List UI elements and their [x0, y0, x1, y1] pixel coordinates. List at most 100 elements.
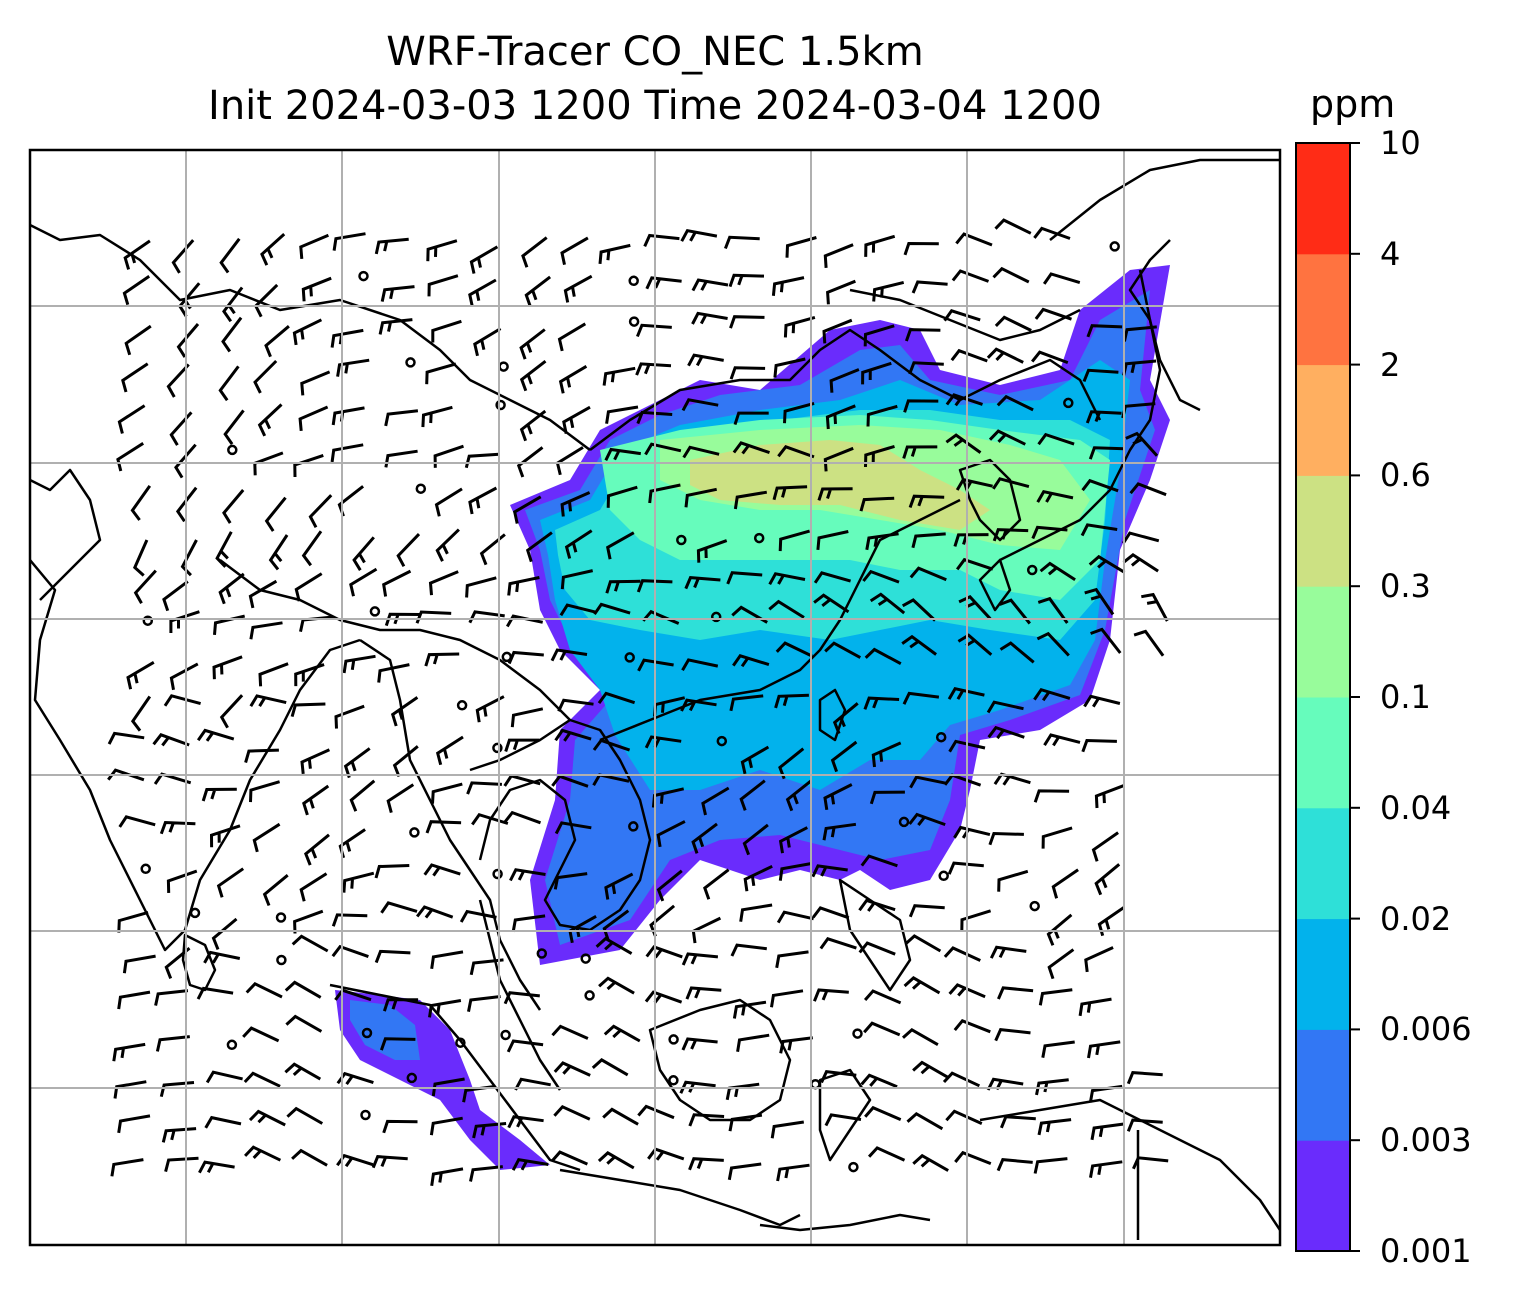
calm-wind-circle: [406, 1072, 418, 1084]
wind-barb: [606, 485, 638, 508]
wind-barb: [701, 786, 730, 816]
calm-wind-circle: [753, 532, 765, 544]
wind-barb: [997, 986, 1034, 1000]
wind-barb: [869, 790, 905, 805]
wind-barb: [435, 528, 460, 562]
wind-barb: [696, 539, 728, 563]
wind-barb: [284, 980, 322, 999]
wind-barb: [1033, 789, 1070, 803]
coast-srilanka: [181, 933, 217, 992]
wind-barb: [593, 602, 631, 616]
wind-barb: [771, 276, 805, 296]
wind-barb: [1033, 1157, 1068, 1174]
wind-barb: [301, 530, 323, 567]
wind-barb: [421, 405, 453, 428]
wind-barb: [166, 363, 190, 398]
wind-barb: [775, 641, 813, 658]
wind-barb: [1094, 783, 1126, 809]
wind-barb: [1078, 997, 1112, 1017]
wind-barb: [1034, 307, 1072, 321]
wind-barb: [253, 451, 284, 476]
colorbar-segment: [1296, 697, 1350, 809]
wind-barb: [423, 863, 461, 877]
wind-barb: [159, 1081, 195, 1098]
wind-barb: [948, 739, 986, 753]
wind-barb: [113, 1080, 147, 1099]
wind-barb: [813, 988, 849, 1002]
wind-barb: [945, 393, 983, 407]
colorbar: [1295, 142, 1360, 1252]
wind-barb: [428, 999, 462, 1018]
wind-barb: [742, 823, 769, 856]
wind-barb: [733, 490, 768, 510]
wind-barb: [863, 989, 902, 1005]
wind-barb: [989, 945, 1027, 959]
wind-barb: [1083, 694, 1121, 708]
calm-wind-circle: [456, 700, 468, 711]
wind-barb: [218, 365, 240, 402]
wind-barb: [903, 241, 939, 256]
wind-barb: [816, 530, 849, 551]
wind-barb: [332, 232, 366, 251]
calm-wind-circle: [360, 1109, 371, 1121]
colorbar-tick-label: 0.001: [1380, 1232, 1472, 1270]
wind-barb: [740, 745, 770, 775]
wind-barb: [906, 1111, 944, 1131]
wind-barb: [684, 576, 721, 590]
map-title-line1: WRF-Tracer CO_NEC 1.5km: [386, 29, 924, 75]
wind-barb: [1043, 733, 1081, 747]
wind-barb: [117, 1114, 151, 1134]
wind-barb: [858, 898, 896, 912]
wind-barb: [510, 707, 544, 728]
wind-barb: [553, 872, 588, 890]
wind-barb: [1087, 1040, 1121, 1059]
wind-barb: [330, 328, 364, 348]
wind-barb: [503, 774, 541, 787]
wind-barb: [903, 399, 939, 413]
wind-barb: [768, 572, 806, 586]
wind-barb: [519, 360, 547, 392]
wind-barb: [1084, 587, 1115, 616]
wind-barb: [249, 694, 287, 707]
wind-barb: [644, 442, 682, 456]
wind-barb: [986, 700, 1024, 714]
wind-barb: [264, 496, 287, 532]
wind-barb: [644, 990, 683, 1004]
coast-sulawesi: [818, 1068, 872, 1162]
wind-barb: [826, 279, 856, 305]
wind-barb: [559, 603, 597, 617]
wind-barb: [605, 579, 641, 594]
wind-barb: [203, 950, 241, 964]
wind-barb: [730, 943, 767, 957]
wind-barb: [948, 983, 986, 999]
wind-barb: [955, 232, 993, 247]
coast-timor: [759, 1213, 931, 1232]
wind-barb: [292, 318, 323, 346]
wind-barb: [154, 989, 189, 1006]
wind-barb: [291, 934, 329, 953]
wind-barb: [953, 825, 991, 839]
wind-barb: [691, 311, 728, 325]
wind-barb: [603, 1024, 641, 1043]
wind-barb: [592, 738, 631, 752]
wind-barb: [479, 533, 506, 566]
colorbar-unit: ppm: [1310, 82, 1396, 126]
calm-wind-circle: [584, 990, 595, 1001]
wind-barb: [824, 641, 862, 659]
wind-barb: [249, 621, 283, 640]
wind-barb: [244, 748, 279, 764]
wind-barb: [1039, 561, 1076, 582]
wind-barb: [988, 831, 1024, 846]
wind-barb: [688, 1113, 725, 1127]
calm-wind-circle: [500, 1029, 511, 1041]
wind-barb: [258, 662, 289, 687]
wind-barb: [1081, 478, 1119, 493]
wind-barb: [384, 409, 419, 427]
wind-barb: [636, 323, 672, 338]
wind-barb: [999, 641, 1035, 664]
wind-barb: [371, 1155, 408, 1169]
wind-barb: [431, 319, 462, 343]
wind-barb: [681, 398, 719, 412]
colorbar-segment: [1296, 1140, 1350, 1252]
wind-barb: [637, 658, 674, 672]
